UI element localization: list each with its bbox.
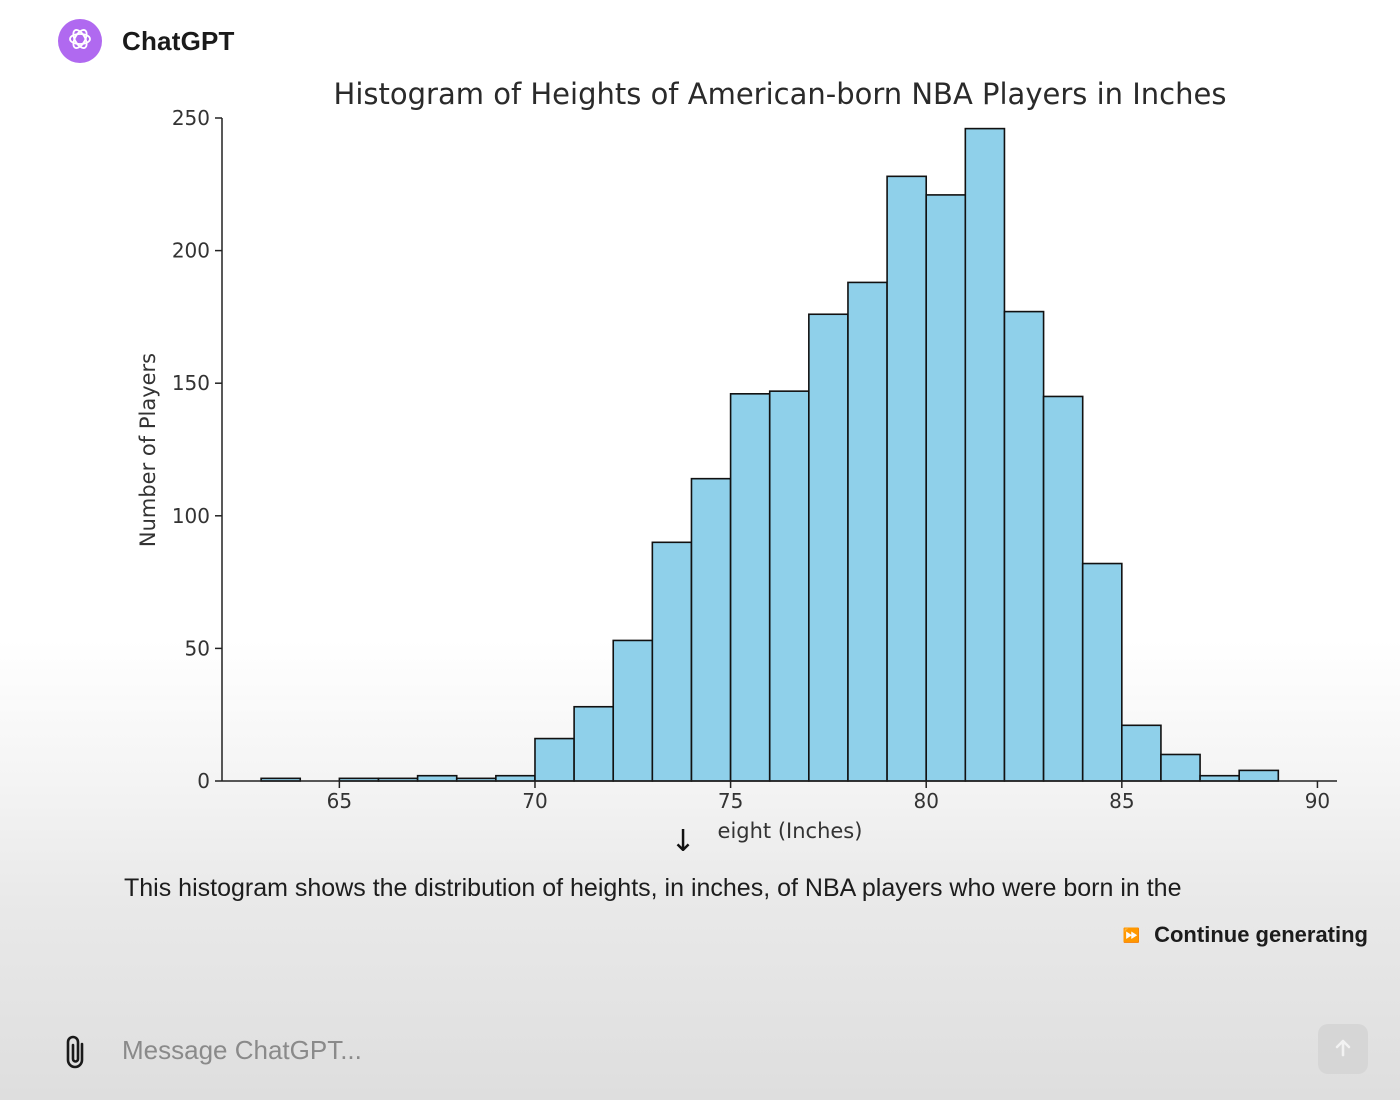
send-button[interactable] [1318, 1024, 1368, 1074]
histogram-bar [1081, 562, 1123, 782]
histogram-bar [964, 127, 1006, 782]
histogram-bar [1238, 769, 1280, 782]
x-tick-label: 75 [718, 789, 743, 813]
openai-logo-icon [66, 25, 94, 58]
x-tick-label: 80 [913, 789, 938, 813]
histogram-bar [886, 175, 928, 782]
y-tick-label: 100 [172, 504, 210, 528]
y-axis-label: Number of Players [136, 353, 160, 547]
histogram-bar [651, 541, 693, 782]
histogram-bar [808, 313, 849, 782]
histogram-bar [612, 639, 654, 782]
chart-title: Histogram of Heights of American-born NB… [334, 77, 1227, 111]
y-tick-label: 200 [172, 239, 210, 263]
histogram-bar [416, 774, 458, 782]
histogram-chart: Histogram of Heights of American-born NB… [136, 77, 1337, 843]
y-tick-label: 50 [185, 636, 210, 660]
x-tick-label: 65 [327, 789, 352, 813]
y-tick-label: 250 [172, 106, 210, 130]
histogram-bar [925, 194, 967, 782]
x-axis-label: eight (Inches) [718, 819, 863, 843]
continue-generating-button[interactable]: ⏩ Continue generating [1123, 922, 1368, 948]
histogram-bar [534, 737, 575, 782]
avatar [58, 19, 102, 63]
paperclip-icon[interactable] [60, 1032, 92, 1072]
histogram-bar [1160, 753, 1201, 782]
bar-group [260, 127, 1280, 782]
continue-generating-label: Continue generating [1154, 922, 1368, 947]
histogram-bar [1199, 774, 1240, 782]
assistant-name: ChatGPT [122, 25, 235, 56]
send-icon [1332, 1037, 1354, 1062]
y-tick-label: 0 [197, 769, 210, 793]
y-tick-label: 150 [172, 371, 210, 395]
histogram-bar [690, 477, 732, 782]
histogram-bar [495, 774, 536, 782]
fast-forward-icon: ⏩ [1122, 926, 1141, 943]
message-composer [40, 1010, 1380, 1090]
histogram-bar [1003, 310, 1045, 782]
assistant-header: ChatGPT [58, 18, 235, 64]
response-text: This histogram shows the distribution of… [124, 874, 1182, 902]
histogram-bar [573, 705, 615, 782]
x-ticks: 65 70 75 80 85 90 [327, 781, 1330, 813]
x-tick-label: 90 [1305, 789, 1330, 813]
histogram-bar [1042, 395, 1084, 782]
message-input[interactable] [122, 1028, 1272, 1072]
arrow-down-icon: ↓ [670, 823, 696, 859]
histogram-bar [847, 281, 888, 782]
histogram-bar [729, 393, 771, 782]
x-tick-label: 70 [522, 789, 547, 813]
y-ticks: 0 50 100 150 200 250 [172, 106, 222, 793]
x-tick-label: 85 [1109, 789, 1134, 813]
histogram-bar [768, 390, 810, 782]
histogram-bar [1121, 724, 1162, 782]
scroll-down-button[interactable]: ↓ [664, 822, 702, 860]
